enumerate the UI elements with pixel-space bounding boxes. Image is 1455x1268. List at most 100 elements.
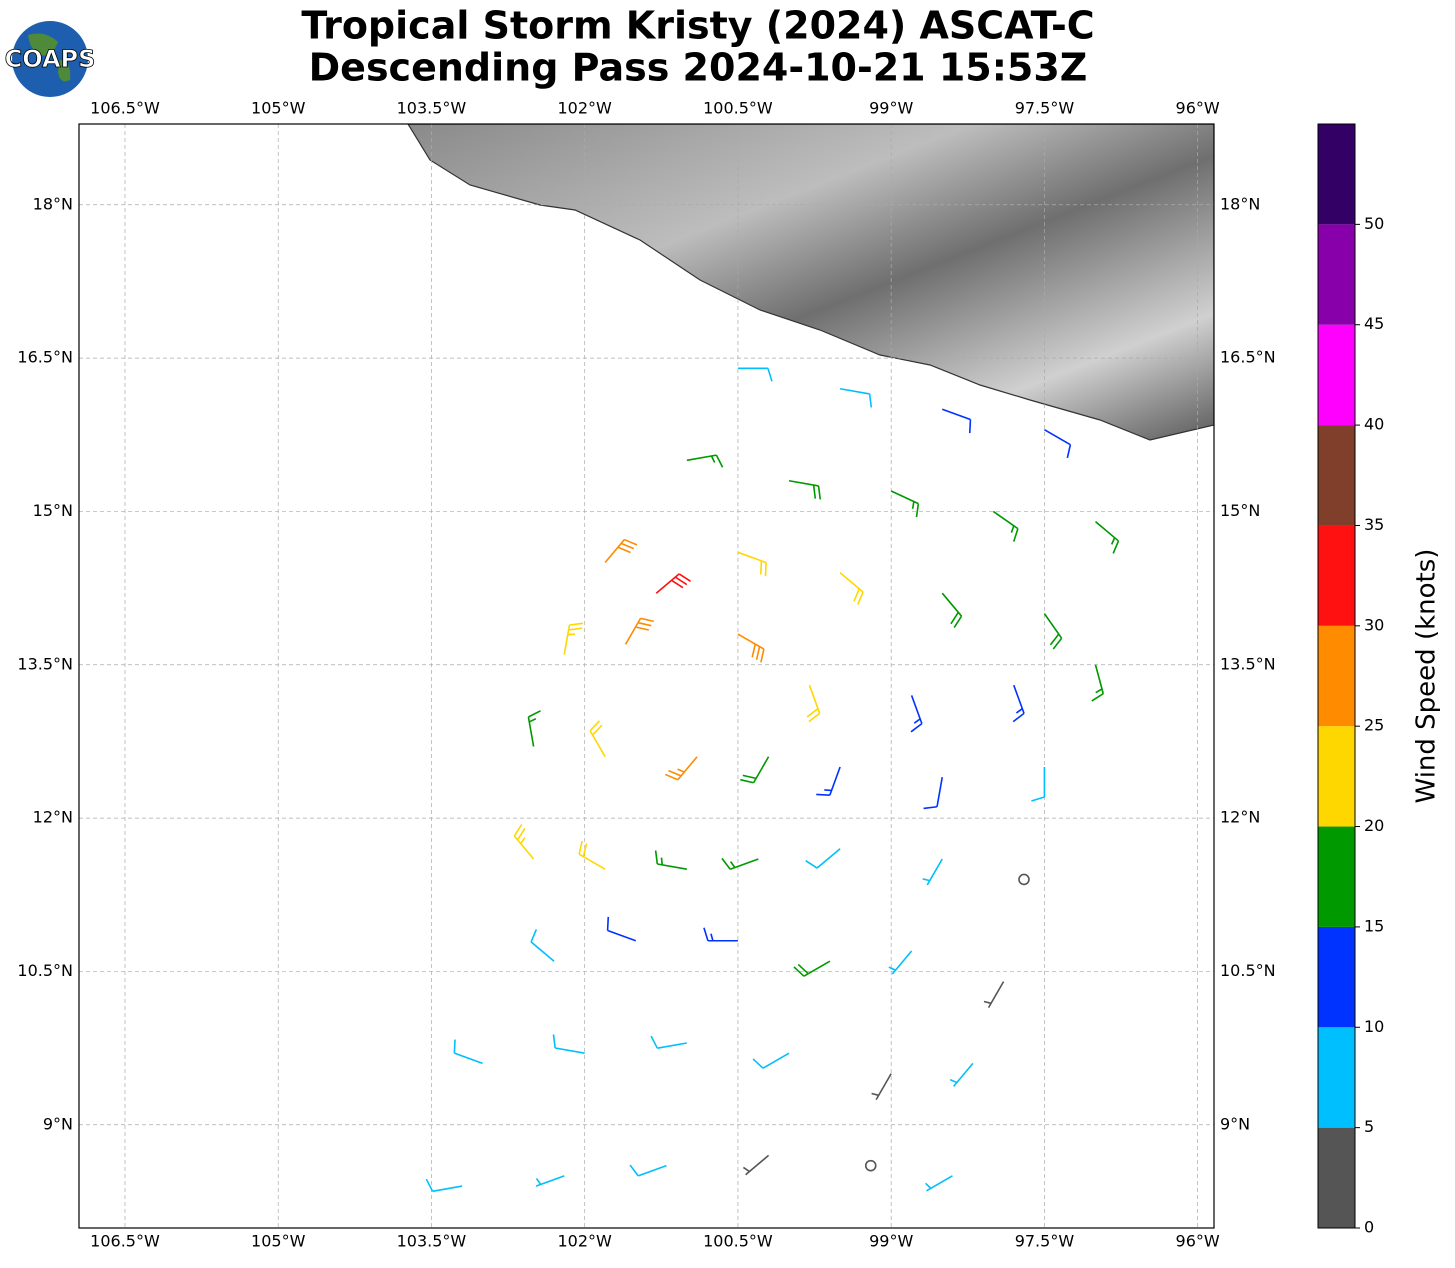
barb-full: [755, 646, 761, 661]
barb-half: [911, 501, 915, 509]
wind-barb: [839, 387, 873, 408]
barb-full: [1066, 444, 1072, 459]
barb-full: [751, 643, 757, 658]
barb-half: [520, 837, 526, 845]
logo: COAPS: [4, 21, 96, 97]
barb-full: [857, 591, 864, 605]
x-tick-label: 100.5°W: [703, 99, 773, 118]
wind-barb: [686, 454, 724, 468]
wind-barb: [983, 981, 1005, 1009]
logo-text: COAPS: [5, 45, 96, 73]
wind-barb: [871, 1073, 892, 1101]
x-tick-label: 106.5°W: [90, 1232, 160, 1251]
wind-barb: [737, 367, 773, 382]
barb-half: [710, 455, 716, 463]
wind-barb: [513, 824, 535, 860]
x-tick-label: 102°W: [558, 99, 613, 118]
x-tick-label: 96°W: [1176, 1232, 1220, 1251]
barb-full: [1049, 633, 1060, 646]
wind-barb: [578, 840, 606, 870]
x-tick-label: 99°W: [869, 1232, 913, 1251]
wind-barb: [752, 1052, 790, 1069]
barb-full: [582, 843, 588, 857]
barb-full: [752, 1058, 764, 1069]
barb-full: [569, 622, 584, 626]
logo-land: [28, 33, 71, 82]
colorbar-label: Wind Speed (knots): [1412, 549, 1442, 804]
barb-full: [629, 1164, 639, 1177]
calm-circle: [1018, 873, 1030, 886]
barb-staff: [762, 1052, 790, 1069]
barb-full: [817, 485, 822, 500]
barb-full: [764, 562, 767, 577]
colorbar-tick-label: 35: [1364, 515, 1384, 534]
barb-staff: [816, 848, 841, 869]
wind-barb: [941, 592, 963, 629]
barb-full: [513, 824, 523, 837]
wind-barb: [816, 766, 841, 796]
wind-barb: [535, 1175, 565, 1187]
barb-full: [617, 546, 631, 554]
barb-full: [425, 1178, 434, 1192]
colorbar-tick-label: 25: [1364, 716, 1384, 735]
barb-staff: [657, 1042, 687, 1049]
wind-barb: [992, 510, 1019, 542]
wind-barb: [650, 1035, 687, 1049]
colorbar-segment: [1318, 224, 1355, 325]
wind-barb: [563, 622, 584, 655]
wind-barb: [793, 960, 831, 977]
barb-half: [913, 718, 921, 724]
barb-half: [677, 768, 685, 773]
wind-barb: [839, 572, 864, 605]
barb-full: [805, 859, 818, 869]
barb-staff: [839, 387, 870, 395]
wind-barb: [530, 929, 555, 962]
wind-barb: [425, 1178, 463, 1193]
wind-barb: [1043, 613, 1063, 650]
colorbar-tick-label: 5: [1364, 1117, 1374, 1136]
barb-full: [1091, 693, 1104, 702]
barb-full: [797, 963, 809, 975]
colorbar-tick-label: 15: [1364, 916, 1384, 935]
barb-full: [606, 916, 610, 931]
y-tick-label: 15°N: [33, 501, 73, 520]
wind-barb: [654, 850, 687, 870]
wind-barb: [655, 573, 692, 594]
barb-full: [528, 710, 541, 718]
barb-staff: [890, 490, 919, 505]
barb-full: [950, 611, 959, 625]
colorbar-tick-label: 10: [1364, 1017, 1384, 1036]
wind-barb: [629, 1164, 667, 1177]
barb-full: [740, 778, 754, 784]
barb-full: [968, 419, 972, 434]
wind-barb: [589, 720, 606, 758]
barb-staff: [530, 941, 555, 962]
x-tick-label: 102°W: [558, 1232, 613, 1251]
barb-full: [620, 542, 635, 550]
colorbar-tick-label: 20: [1364, 816, 1384, 835]
wind-barb: [721, 857, 759, 870]
colorbar-segment: [1318, 826, 1355, 927]
wind-barb: [1018, 873, 1030, 886]
barb-staff: [788, 479, 819, 487]
barb-staff: [535, 1175, 565, 1187]
barb-full: [915, 503, 920, 518]
barb-full: [808, 712, 821, 723]
wind-barb: [664, 756, 698, 781]
barb-half: [983, 1000, 992, 1005]
wind-barb: [1031, 766, 1046, 802]
x-tick-label: 99°W: [869, 99, 913, 118]
wind-barb: [606, 916, 637, 942]
wind-barb: [740, 756, 770, 784]
barb-full: [1012, 712, 1025, 723]
barb-staff: [910, 695, 923, 724]
barb-half: [742, 1166, 750, 1173]
barb-full: [793, 966, 805, 977]
colorbar-segment: [1318, 324, 1355, 426]
barb-staff: [454, 1052, 483, 1065]
barb-full: [1112, 540, 1120, 554]
barb-staff: [1013, 684, 1025, 714]
barb-full: [806, 708, 819, 718]
barb-half: [949, 1078, 958, 1084]
